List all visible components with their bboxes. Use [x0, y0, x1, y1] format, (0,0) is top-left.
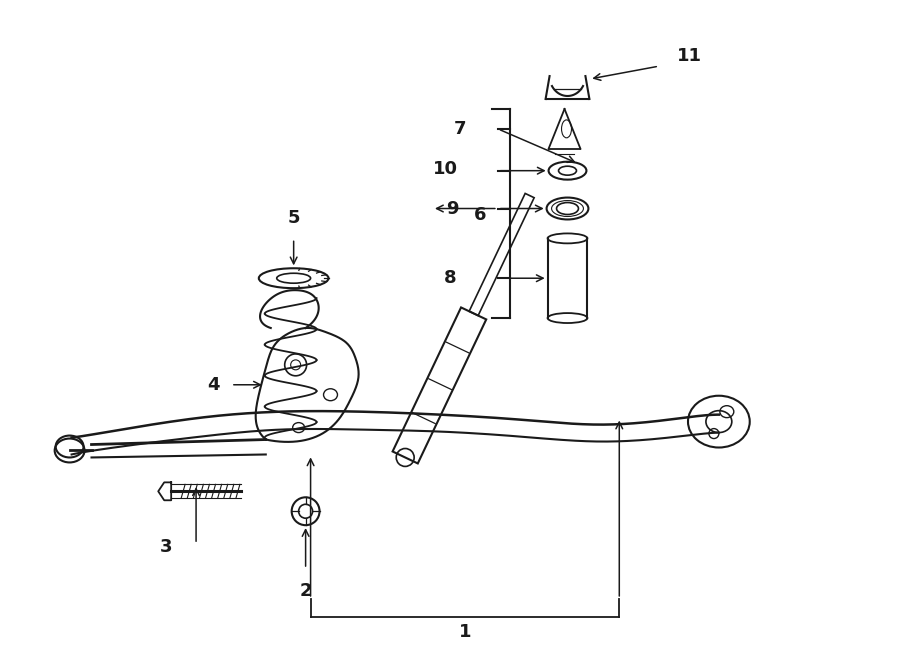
Text: 1: 1 [459, 623, 472, 641]
Text: 3: 3 [160, 538, 173, 556]
Text: 6: 6 [473, 206, 486, 225]
Text: 2: 2 [300, 582, 312, 600]
Text: 5: 5 [287, 210, 300, 227]
Text: 9: 9 [446, 200, 458, 217]
Text: 4: 4 [207, 375, 220, 394]
Text: 7: 7 [454, 120, 466, 138]
Text: 8: 8 [444, 269, 456, 288]
Text: 11: 11 [677, 47, 701, 65]
Text: 10: 10 [433, 160, 457, 178]
